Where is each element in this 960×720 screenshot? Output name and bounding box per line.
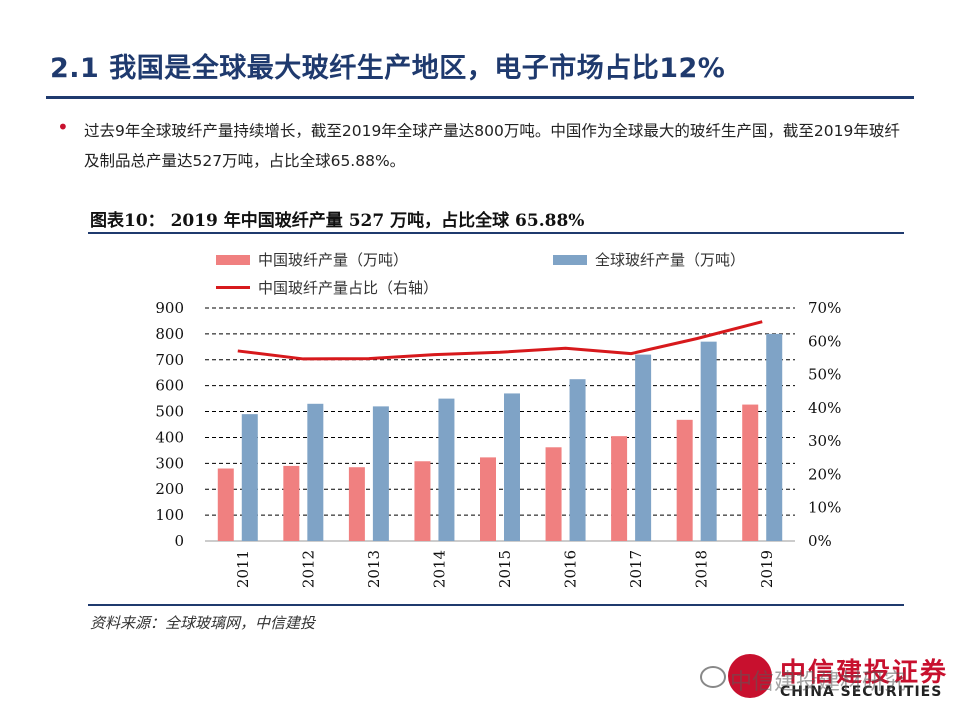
bar-global-2017	[635, 354, 652, 541]
y-left-tick-label: 700	[155, 351, 184, 369]
x-tick-label: 2019	[758, 550, 776, 588]
x-tick-label: 2014	[430, 550, 448, 588]
bar-china-2015	[480, 457, 496, 541]
x-tick-label: 2013	[365, 550, 383, 588]
legend-label-share: 中国玻纤产量占比（右轴）	[258, 279, 439, 297]
y-right-tick-label: 40%	[808, 399, 841, 417]
bar-global-2015	[504, 393, 520, 541]
bar-global-2016	[569, 379, 586, 541]
y-left-tick-label: 800	[155, 325, 184, 343]
brand-logo-area: 中信建投证券 CHINA SECURITIES 中信建投建材研究	[700, 648, 950, 708]
watermark-text: 中信建投建材研究	[730, 670, 907, 695]
legend-china-output: 中国玻纤产量（万吨）	[216, 249, 408, 270]
x-tick-label: 2011	[234, 550, 252, 588]
y-right-tick-label: 50%	[808, 366, 841, 384]
brand-name-en: CHINA SECURITIES	[780, 684, 943, 700]
bar-global-2013	[372, 406, 389, 541]
y-right-tick-label: 0%	[808, 532, 832, 550]
y-right-tick-label: 70%	[808, 299, 841, 317]
y-right-tick-label: 20%	[808, 465, 841, 483]
x-tick-label: 2016	[562, 550, 580, 588]
bar-china-2019	[742, 404, 759, 541]
bar-china-2013	[348, 467, 365, 541]
figure-title: 图表10： 2019 年中国玻纤产量 527 万吨，占比全球 65.88%	[90, 211, 585, 231]
y-left-tick-label: 900	[155, 299, 184, 317]
y-left-tick-label: 600	[155, 377, 184, 395]
bar-global-2019	[766, 333, 783, 541]
brand-name-cn: 中信建投证券	[780, 658, 949, 688]
y-left-tick-label: 0	[174, 532, 184, 550]
y-left-tick-label: 400	[155, 428, 184, 446]
bar-china-2014	[414, 461, 431, 541]
legend-swatch-china	[216, 254, 250, 265]
legend-swatch-global	[553, 254, 587, 265]
legend-swatch-share	[216, 286, 250, 289]
source-note: 资料来源：全球玻璃网，中信建投	[90, 614, 316, 632]
wechat-icon	[700, 666, 726, 688]
legend-label-global: 全球玻纤产量（万吨）	[595, 251, 746, 269]
x-tick-label: 2015	[496, 550, 514, 588]
slide-title: 2.1 我国是全球最大玻纤生产地区，电子市场占比12%	[50, 53, 726, 84]
y-right-tick-label: 10%	[808, 499, 841, 517]
figure-top-rule	[88, 232, 904, 234]
bar-china-2011	[217, 468, 234, 541]
y-right-tick-label: 30%	[808, 432, 841, 450]
bar-global-2012	[307, 403, 324, 541]
bar-china-2012	[283, 465, 300, 541]
y-right-tick-label: 60%	[808, 332, 841, 350]
y-left-tick-label: 500	[155, 403, 184, 421]
bar-china-2016	[545, 447, 562, 541]
summary-paragraph: 过去9年全球玻纤产量持续增长，截至2019年全球产量达800万吨。中国作为全球最…	[84, 122, 900, 170]
title-divider	[46, 96, 914, 99]
y-left-tick-label: 200	[155, 480, 184, 498]
china-securities-logo-icon	[728, 654, 772, 698]
share-line	[237, 320, 763, 361]
bar-global-2014	[438, 398, 455, 541]
bullet-icon: •	[57, 115, 69, 139]
bar-china-2018	[676, 419, 693, 541]
figure-bottom-rule	[88, 604, 904, 606]
legend-global-output: 全球玻纤产量（万吨）	[553, 249, 745, 270]
bar-china-2017	[611, 436, 628, 541]
y-left-tick-label: 300	[155, 454, 184, 472]
x-tick-label: 2017	[627, 550, 645, 588]
legend-share-line: 中国玻纤产量占比（右轴）	[216, 277, 438, 298]
legend-label-china: 中国玻纤产量（万吨）	[258, 251, 409, 269]
bar-global-2011	[241, 414, 258, 541]
x-tick-label: 2018	[693, 550, 711, 588]
x-tick-label: 2012	[299, 550, 317, 588]
bar-global-2018	[700, 341, 717, 541]
y-left-tick-label: 100	[155, 506, 184, 524]
